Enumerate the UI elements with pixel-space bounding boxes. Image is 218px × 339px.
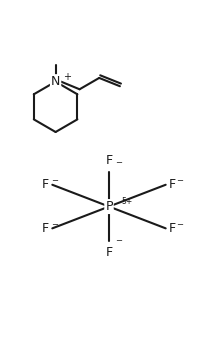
- Text: +: +: [63, 72, 71, 82]
- Text: N: N: [51, 75, 60, 88]
- Text: −: −: [51, 176, 58, 185]
- Text: F: F: [42, 222, 49, 235]
- Text: F: F: [169, 178, 176, 191]
- Text: −: −: [51, 220, 58, 229]
- Text: 5+: 5+: [121, 197, 132, 206]
- Text: F: F: [106, 246, 112, 259]
- Text: −: −: [116, 237, 123, 245]
- Text: F: F: [106, 154, 112, 167]
- Text: −: −: [176, 220, 183, 229]
- Text: −: −: [116, 158, 123, 167]
- Text: P: P: [105, 200, 113, 213]
- Text: F: F: [42, 178, 49, 191]
- Text: −: −: [176, 176, 183, 185]
- Text: F: F: [169, 222, 176, 235]
